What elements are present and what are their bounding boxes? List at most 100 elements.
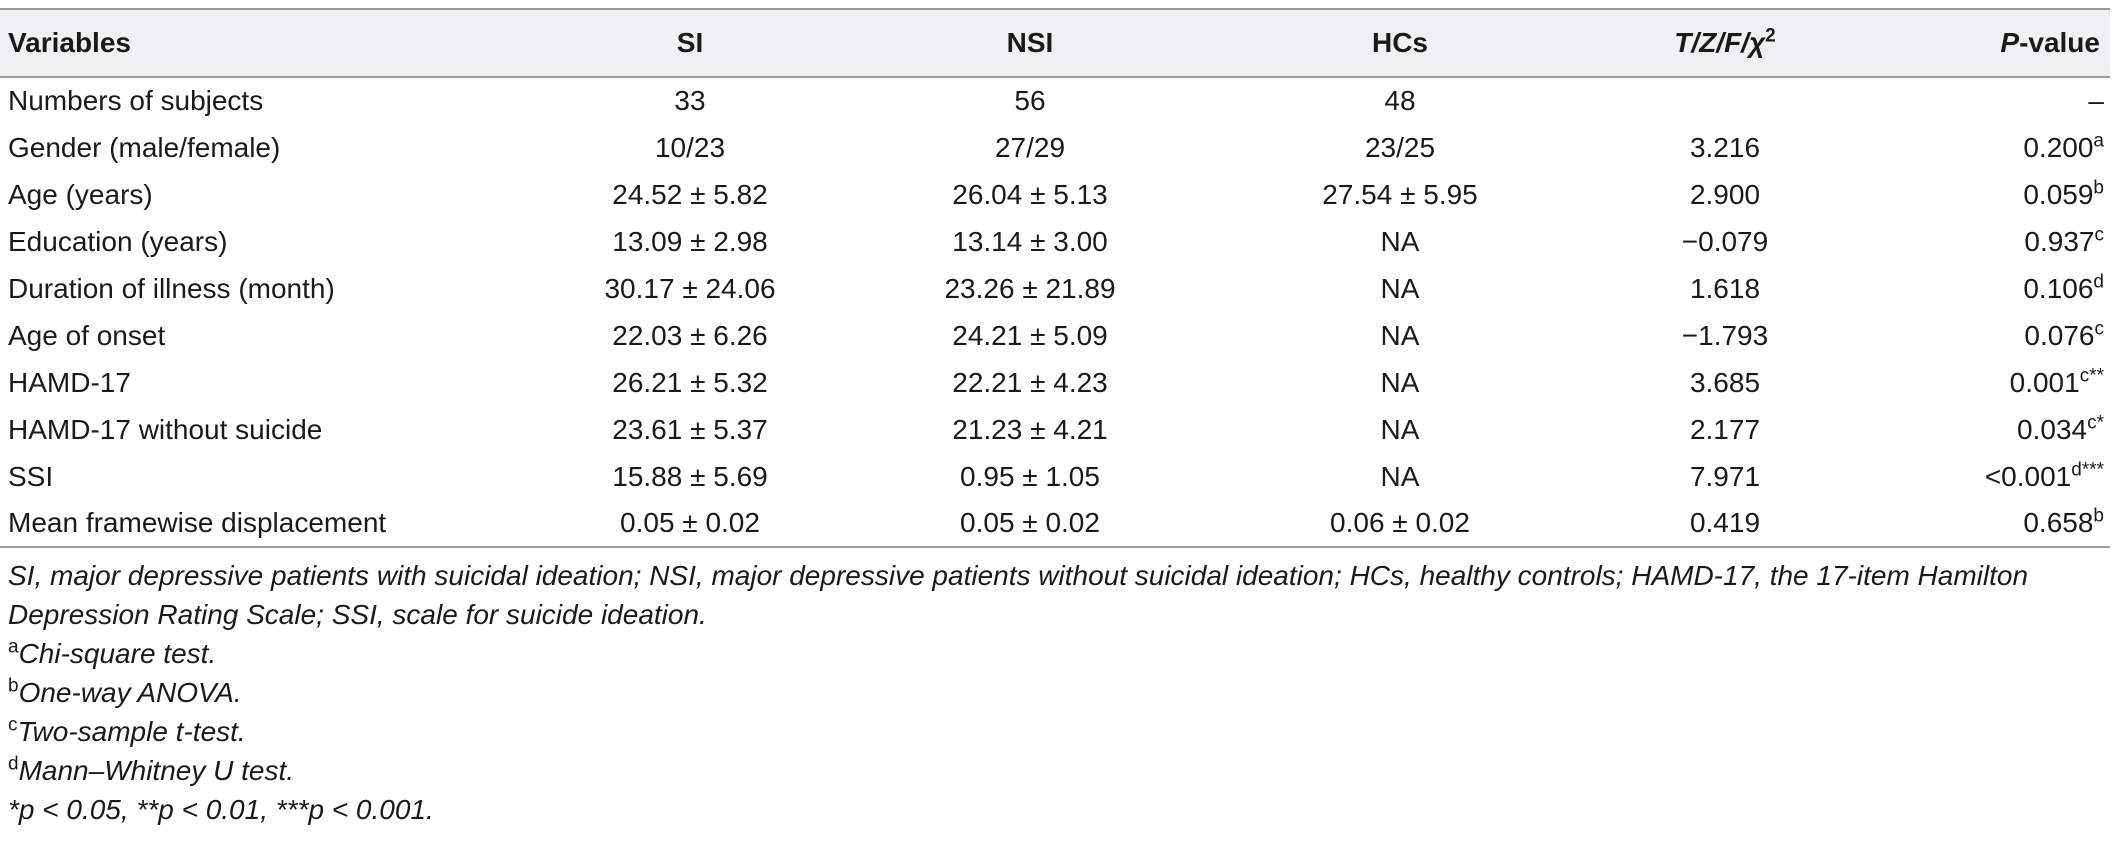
hcs-cell: NA bbox=[1380, 272, 1420, 304]
statistic-cell: −1.793 bbox=[1681, 319, 1769, 351]
variable-cell: HAMD-17 without suicide bbox=[8, 413, 323, 445]
table-row: SSI 15.88 ± 5.69 0.95 ± 1.05 NA 7.971 <0… bbox=[0, 453, 2110, 500]
nsi-cell: 27/29 bbox=[994, 131, 1066, 163]
p-value-cell: 0.001c** bbox=[1870, 359, 2110, 406]
header-p-suffix: -value bbox=[2019, 27, 2100, 58]
p-value-cell: 0.200a bbox=[1870, 124, 2110, 171]
si-cell: 22.03 ± 6.26 bbox=[612, 319, 768, 351]
si-cell: 15.88 ± 5.69 bbox=[612, 460, 768, 492]
p-value-cell: 0.059b bbox=[1870, 171, 2110, 218]
statistic-cell: 3.685 bbox=[1689, 366, 1761, 398]
hcs-cell: NA bbox=[1380, 225, 1420, 257]
nsi-cell: 56 bbox=[1014, 85, 1046, 116]
hcs-cell: 27.54 ± 5.95 bbox=[1322, 178, 1478, 210]
statistic-cell: 2.177 bbox=[1689, 413, 1761, 445]
table-row: Age of onset 22.03 ± 6.26 24.21 ± 5.09 N… bbox=[0, 312, 2110, 359]
method-note: dMann–Whitney U test. bbox=[8, 751, 2118, 790]
p-value-cell: – bbox=[1870, 77, 2110, 124]
variable-cell: Age (years) bbox=[8, 178, 153, 210]
table-row: Gender (male/female) 10/23 27/29 23/25 3… bbox=[0, 124, 2110, 171]
p-value-text: 0.937 bbox=[2024, 225, 2095, 257]
hcs-cell: 0.06 ± 0.02 bbox=[1330, 507, 1470, 538]
significance-note: *p < 0.05, **p < 0.01, ***p < 0.001. bbox=[8, 794, 434, 825]
p-value-sup: b bbox=[2093, 177, 2104, 199]
header-statistic-sup: 2 bbox=[1765, 25, 1776, 47]
hcs-cell: 48 bbox=[1384, 85, 1416, 116]
p-value-cell: 0.937c bbox=[1870, 218, 2110, 265]
p-value-text: 0.001 bbox=[2009, 366, 2080, 398]
variable-cell: SSI bbox=[8, 460, 54, 492]
p-value-text: 0.658 bbox=[2023, 507, 2094, 538]
p-value-cell: 0.106d bbox=[1870, 265, 2110, 312]
p-value-text: 0.076 bbox=[2024, 319, 2095, 351]
statistic-cell: −0.079 bbox=[1681, 225, 1769, 257]
nsi-cell: 0.95 ± 1.05 bbox=[960, 460, 1100, 492]
header-variables: Variables bbox=[8, 27, 131, 58]
nsi-cell: 22.21 ± 4.23 bbox=[952, 366, 1108, 398]
p-value-cell: 0.658b bbox=[1870, 500, 2110, 547]
table-row: Age (years) 24.52 ± 5.82 26.04 ± 5.13 27… bbox=[0, 171, 2110, 218]
p-value-text: 0.200 bbox=[2023, 131, 2094, 163]
p-value-cell: 0.034c* bbox=[1870, 406, 2110, 453]
header-nsi: NSI bbox=[1006, 27, 1054, 58]
table-row: Mean framewise displacement 0.05 ± 0.02 … bbox=[0, 500, 2110, 547]
header-hcs: HCs bbox=[1371, 27, 1428, 58]
table-footnotes: SI, major depressive patients with suici… bbox=[0, 556, 2118, 829]
note-marker: c bbox=[8, 714, 18, 736]
p-value-sup: d bbox=[2093, 271, 2104, 293]
nsi-cell: 0.05 ± 0.02 bbox=[960, 507, 1100, 538]
method-note: bOne-way ANOVA. bbox=[8, 673, 2118, 712]
nsi-cell: 21.23 ± 4.21 bbox=[952, 413, 1108, 445]
variable-cell: Mean framewise displacement bbox=[8, 507, 387, 538]
p-value-sup: c** bbox=[2079, 365, 2104, 387]
p-value-cell: <0.001d*** bbox=[1870, 453, 2110, 500]
table-body: Numbers of subjects 33 56 48 – Gender (m… bbox=[0, 77, 2110, 547]
p-value-text: – bbox=[2088, 85, 2104, 116]
p-value-text: 0.059 bbox=[2023, 178, 2094, 210]
header-row: Variables SI NSI HCs T/Z/F/χ2 P-value bbox=[0, 9, 2110, 77]
table-row: Numbers of subjects 33 56 48 – bbox=[0, 77, 2110, 124]
p-value-sup: c* bbox=[2087, 412, 2104, 434]
nsi-cell: 13.14 ± 3.00 bbox=[952, 225, 1108, 257]
hcs-cell: NA bbox=[1380, 319, 1420, 351]
variable-cell: Duration of illness (month) bbox=[8, 272, 335, 304]
header-si: SI bbox=[676, 27, 704, 58]
table-row: Education (years) 13.09 ± 2.98 13.14 ± 3… bbox=[0, 218, 2110, 265]
note-text: Mann–Whitney U test. bbox=[18, 755, 295, 786]
si-cell: 10/23 bbox=[654, 131, 726, 163]
hcs-cell: 23/25 bbox=[1364, 131, 1436, 163]
method-note: cTwo-sample t-test. bbox=[8, 712, 2118, 751]
p-value-text: <0.001 bbox=[1984, 460, 2072, 492]
note-marker: d bbox=[8, 753, 19, 775]
p-value-sup: c bbox=[2094, 224, 2105, 246]
note-text: Chi-square test. bbox=[18, 638, 217, 669]
note-marker: a bbox=[8, 636, 19, 658]
statistic-cell: 0.419 bbox=[1689, 507, 1761, 538]
abbreviations-note: SI, major depressive patients with suici… bbox=[8, 560, 2029, 630]
hcs-cell: NA bbox=[1380, 366, 1420, 398]
si-cell: 24.52 ± 5.82 bbox=[612, 178, 768, 210]
table-row: HAMD-17 26.21 ± 5.32 22.21 ± 4.23 NA 3.6… bbox=[0, 359, 2110, 406]
table-row: Duration of illness (month) 30.17 ± 24.0… bbox=[0, 265, 2110, 312]
variable-cell: Age of onset bbox=[8, 319, 166, 351]
hcs-cell: NA bbox=[1380, 460, 1420, 492]
note-text: One-way ANOVA. bbox=[18, 677, 242, 708]
nsi-cell: 26.04 ± 5.13 bbox=[952, 178, 1108, 210]
table-row: HAMD-17 without suicide 23.61 ± 5.37 21.… bbox=[0, 406, 2110, 453]
method-note: aChi-square test. bbox=[8, 634, 2118, 673]
si-cell: 23.61 ± 5.37 bbox=[612, 413, 768, 445]
variable-cell: HAMD-17 bbox=[8, 366, 131, 398]
p-value-sup: a bbox=[2093, 130, 2104, 152]
note-marker: b bbox=[8, 675, 19, 697]
header-statistic: T/Z/F/χ2 bbox=[1580, 9, 1870, 77]
statistic-cell: 2.900 bbox=[1689, 178, 1761, 210]
si-cell: 30.17 ± 24.06 bbox=[604, 272, 776, 304]
header-p-value: P-value bbox=[1870, 9, 2110, 77]
statistic-cell: 1.618 bbox=[1689, 272, 1761, 304]
variable-cell: Education (years) bbox=[8, 225, 228, 257]
note-text: Two-sample t-test. bbox=[17, 716, 246, 747]
si-cell: 0.05 ± 0.02 bbox=[620, 507, 760, 538]
si-cell: 33 bbox=[674, 85, 706, 116]
p-value-cell: 0.076c bbox=[1870, 312, 2110, 359]
